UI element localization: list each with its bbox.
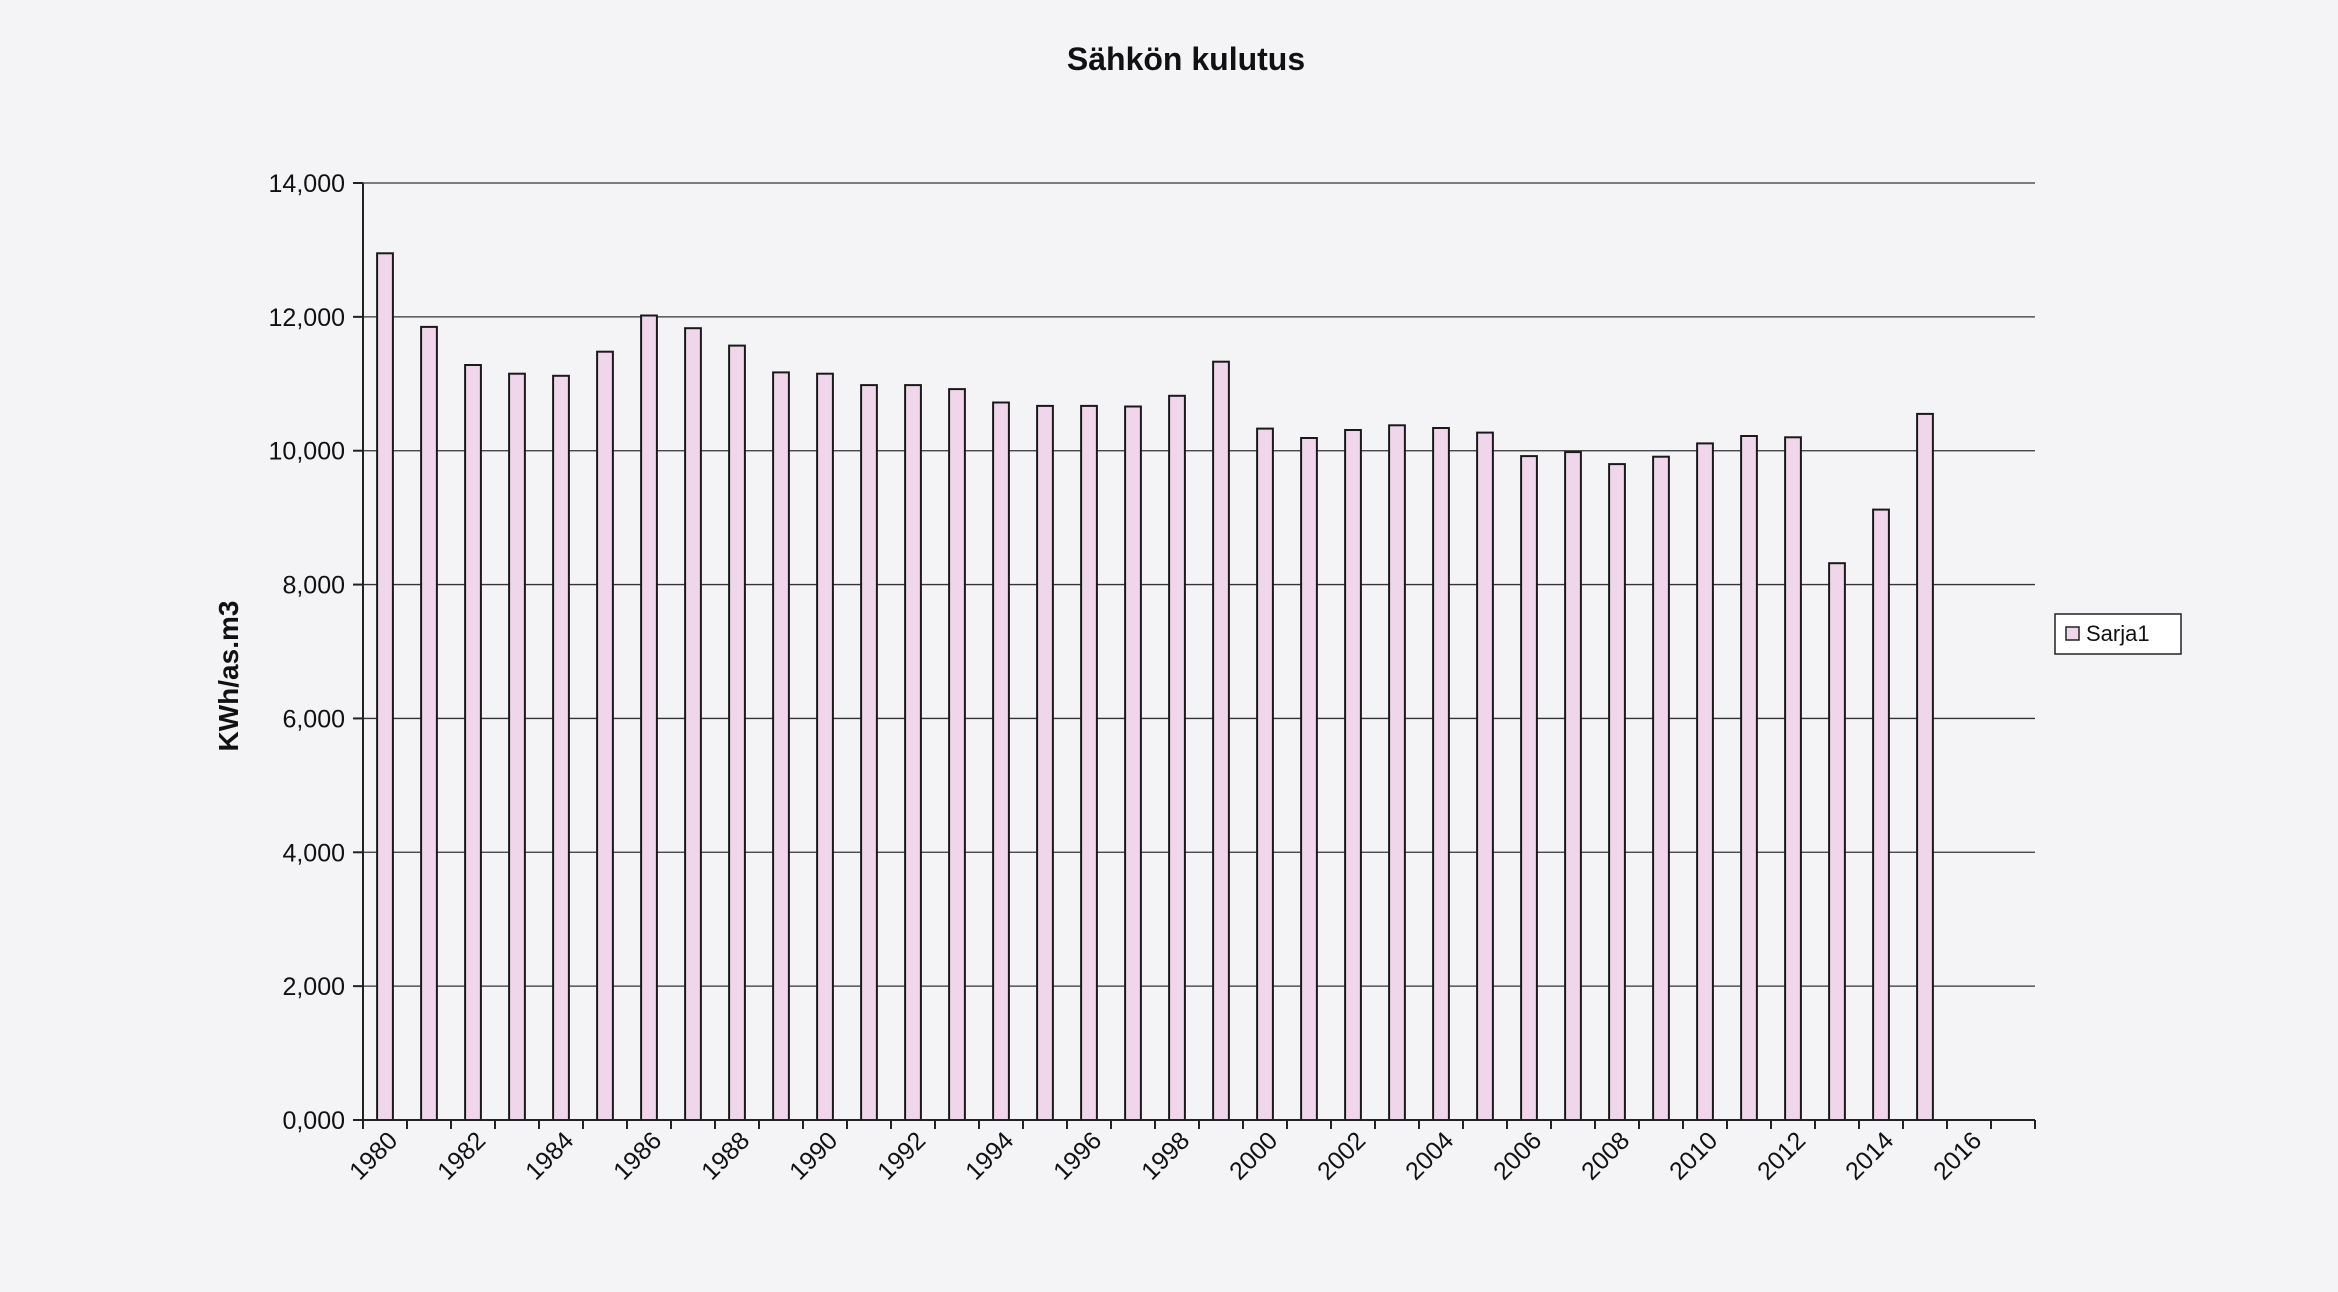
- y-tick-label: 2,000: [282, 973, 345, 1001]
- bar: [420, 325, 438, 1121]
- bar: [1212, 360, 1230, 1121]
- x-tick-labels: 1980 1982 1984 1986 1988 1990 1992 1994 1996 1998…: [344, 1126, 1987, 1185]
- bar: [596, 350, 614, 1121]
- legend-swatch: [2065, 626, 2080, 641]
- bar: [640, 314, 658, 1121]
- bar: [1608, 463, 1626, 1122]
- bar: [1872, 508, 1890, 1122]
- bar: [1784, 436, 1802, 1121]
- bar: [552, 374, 570, 1121]
- x-tick-label: 1992: [872, 1126, 931, 1185]
- y-axis-label: KWh/as.m3: [213, 601, 244, 752]
- x-tick-label: 1984: [520, 1126, 579, 1185]
- x-tick-label: 1996: [1048, 1126, 1107, 1185]
- bar: [1828, 562, 1846, 1121]
- bar: [1740, 435, 1758, 1121]
- y-tick-label: 0,000: [282, 1107, 345, 1135]
- chart-title: Sähkön kulutus: [1067, 41, 1305, 77]
- x-tick-label: 2010: [1664, 1126, 1723, 1185]
- bar: [684, 327, 702, 1121]
- x-tick-label: 2014: [1840, 1126, 1899, 1185]
- y-tick-label: 6,000: [282, 705, 345, 733]
- bar: [1344, 429, 1362, 1121]
- bar: [508, 372, 526, 1121]
- bar: [1124, 405, 1142, 1121]
- x-tick-label: 1998: [1136, 1126, 1195, 1185]
- bar: [816, 372, 834, 1121]
- bar: [1652, 455, 1670, 1121]
- x-tick-label: 2004: [1400, 1126, 1459, 1185]
- bar: [464, 364, 482, 1121]
- bar: [1256, 427, 1274, 1122]
- x-tick-label: 1990: [784, 1126, 843, 1185]
- bar: [948, 388, 966, 1122]
- legend: Sarja1: [2054, 613, 2182, 655]
- x-tick-label: 1994: [960, 1126, 1019, 1185]
- legend-label: Sarja1: [2086, 621, 2150, 646]
- bar: [1696, 442, 1714, 1121]
- axes: [353, 182, 2036, 1129]
- bar: [992, 401, 1010, 1121]
- x-tick-label: 1982: [432, 1126, 491, 1185]
- bar: [1036, 404, 1054, 1121]
- bar: [1080, 404, 1098, 1121]
- x-tick-label: 1988: [696, 1126, 755, 1185]
- bars: [376, 252, 1934, 1122]
- y-tick-label: 8,000: [282, 572, 345, 600]
- x-tick-label: 2000: [1224, 1126, 1283, 1185]
- y-tick-label: 10,000: [269, 438, 345, 466]
- x-tick-label: 1986: [608, 1126, 667, 1185]
- bar: [1476, 431, 1494, 1122]
- bar: [1916, 412, 1934, 1121]
- x-tick-label: 2016: [1928, 1126, 1987, 1185]
- bar: [1564, 451, 1582, 1122]
- bar: [1388, 424, 1406, 1121]
- x-tick-label: 1980: [344, 1126, 403, 1185]
- bar: [860, 384, 878, 1122]
- x-tick-label: 2012: [1752, 1126, 1811, 1185]
- bar: [904, 384, 922, 1122]
- x-tick-label: 2002: [1312, 1126, 1371, 1185]
- y-tick-labels: 0,000 2,000 4,000 6,000 8,000 10,000 12,000 14,…: [269, 170, 345, 1135]
- bar: [1432, 427, 1450, 1121]
- bar: [1300, 437, 1318, 1121]
- bar: [1168, 394, 1186, 1121]
- y-tick-label: 14,000: [269, 170, 345, 198]
- bar: [728, 344, 746, 1122]
- x-tick-label: 2008: [1576, 1126, 1635, 1185]
- y-tick-label: 12,000: [269, 304, 345, 332]
- bar: [772, 371, 790, 1121]
- x-tick-label: 2006: [1488, 1126, 1547, 1185]
- bar: [376, 252, 394, 1122]
- y-tick-label: 4,000: [282, 839, 345, 867]
- bar: [1520, 455, 1538, 1122]
